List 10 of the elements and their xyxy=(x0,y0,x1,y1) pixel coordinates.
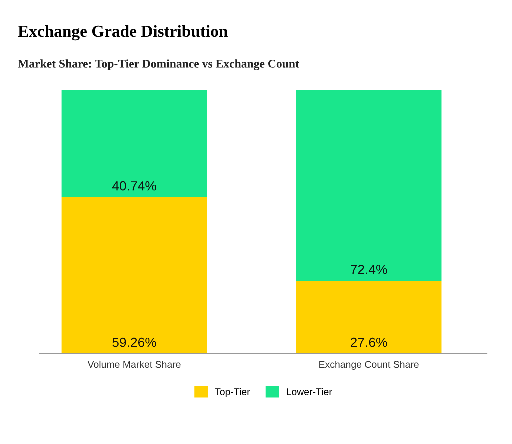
data-label: 27.6% xyxy=(350,338,388,348)
data-label: 72.4% xyxy=(351,265,388,274)
x-tick-label: Exchange Count Share xyxy=(320,360,419,370)
data-label: 59.26% xyxy=(112,338,156,348)
legend-label: Top-Tier xyxy=(215,388,250,398)
data-label: 40.74% xyxy=(112,181,156,191)
chart-subtitle: Market Share: Top-Tier Dominance vs Exchange Count xyxy=(18,60,300,70)
chart-title: Exchange Grade Distribution xyxy=(18,25,228,41)
x-tick-label: Volume Market Share xyxy=(88,360,181,368)
legend-label: Lower-Tier xyxy=(287,388,332,396)
